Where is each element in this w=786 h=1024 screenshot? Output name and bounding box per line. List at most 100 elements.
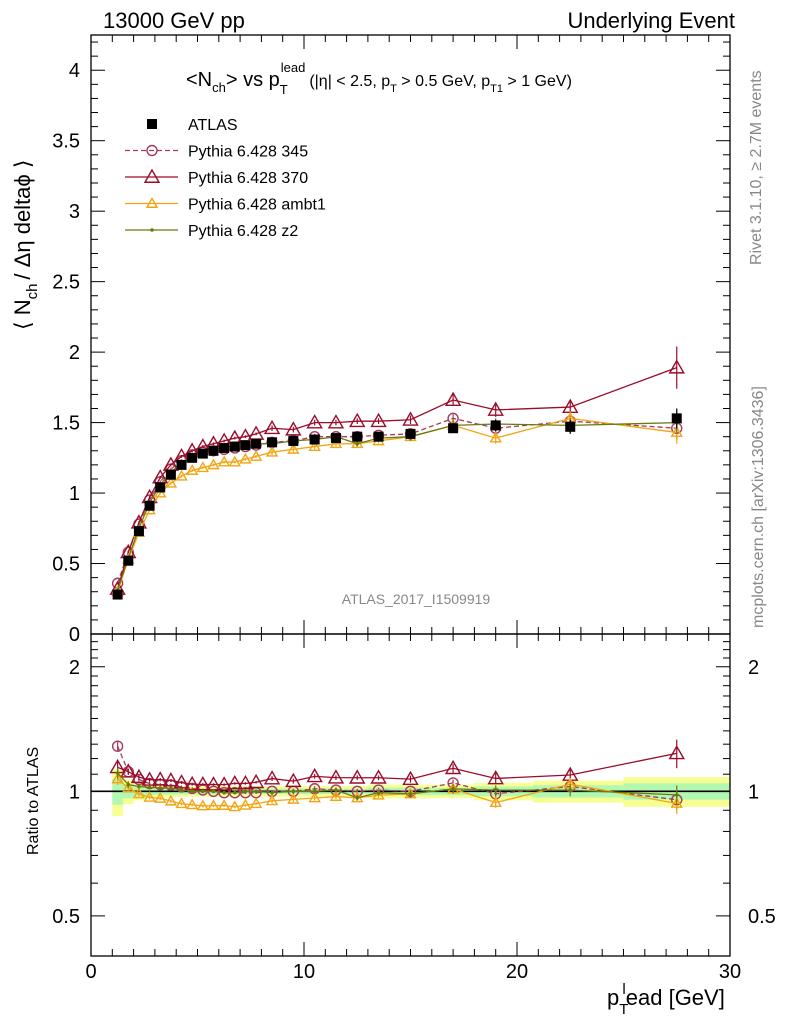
ratio-point [126, 782, 131, 787]
ratio-point [444, 759, 462, 775]
plot-title: <Nch> vs pTlead(|η| < 2.5, pT > 0.5 GeV,… [186, 60, 572, 97]
data-point [263, 419, 281, 435]
ratio-point [120, 763, 137, 778]
ratio-point [247, 773, 265, 789]
series-3 [111, 411, 683, 597]
ratio-point [327, 769, 345, 784]
ratio-point [349, 769, 366, 784]
ratio-point [201, 789, 205, 794]
ratio-point [130, 768, 148, 784]
legend-marker [145, 197, 159, 208]
ratio-point [215, 776, 233, 791]
series-line [117, 367, 677, 590]
ratio-point [158, 786, 163, 790]
mcplots-label: mcplots.cern.ch [arXiv:1306.3436] [750, 386, 767, 628]
data-point [175, 469, 188, 481]
ratio-point [376, 790, 381, 795]
axis-ticks [90, 35, 731, 956]
ratio-point [228, 800, 241, 812]
data-point [208, 445, 219, 456]
data-point [229, 441, 240, 452]
y-tick-label: 0.5 [52, 554, 80, 576]
data-point [402, 411, 419, 426]
series-2 [109, 346, 685, 595]
data-point [144, 500, 155, 511]
ratio-point [489, 796, 502, 808]
legend: ATLAS Pythia 6.428 345 Pythia 6.428 370 Pyt… [125, 117, 326, 240]
ratio-point [670, 797, 683, 808]
ratio-point [226, 774, 243, 790]
ratio-point [263, 770, 281, 785]
ratio-point [232, 790, 237, 795]
data-point [671, 413, 682, 424]
y-tick-label: 3 [69, 201, 80, 223]
data-point [187, 452, 198, 463]
ratio-point [408, 792, 413, 796]
ratio-point [141, 771, 158, 786]
main-series [109, 346, 685, 600]
data-point [217, 455, 231, 467]
data-point [112, 589, 123, 600]
data-point [176, 459, 187, 470]
data-point [349, 412, 366, 428]
ratio-point [668, 744, 685, 760]
ratio-point [222, 790, 226, 795]
data-point [370, 412, 387, 428]
data-point [490, 420, 501, 431]
data-point [489, 431, 502, 443]
data-point [487, 401, 504, 416]
header-right: Underlying Event [567, 8, 735, 33]
legend-label: Pythia 6.428 z2 [188, 223, 298, 240]
data-point [249, 450, 263, 461]
analysis-id: ATLAS_2017_I1509919 [342, 591, 491, 607]
ratio-y-tick-label-right: 0.5 [748, 906, 776, 928]
ratio-y-tick-label-right: 2 [748, 657, 759, 679]
ratio-point [132, 787, 146, 799]
data-point [355, 441, 360, 446]
data-point [154, 486, 167, 498]
ratio-series-4 [115, 767, 679, 805]
ratio-point [334, 788, 338, 792]
data-point [123, 555, 134, 566]
ratio-point [451, 787, 455, 791]
ratio-y-tick-label: 0.5 [52, 906, 80, 928]
data-point [197, 448, 208, 459]
data-point [285, 421, 302, 436]
series-1 [111, 412, 683, 589]
data-point [219, 442, 230, 453]
ratio-point [217, 799, 231, 810]
ratio-point [370, 769, 387, 784]
y-tick-label: 1 [69, 483, 80, 505]
legend-label: ATLAS [188, 117, 238, 134]
data-point [164, 476, 178, 488]
ratio-point [173, 774, 190, 789]
ratio-point [372, 788, 385, 800]
data-point [240, 440, 251, 451]
ratio-point [270, 790, 274, 795]
rivet-label: Rivet 3.1.10, ≥ 2.7M events [748, 70, 765, 265]
ratio-point [306, 767, 323, 783]
data-point [565, 421, 576, 432]
y-tick-label: 0 [69, 624, 80, 646]
data-point [228, 455, 241, 467]
tick-labels: 0 10 20 30 0 0.5 1 1.5 2 2.5 3 3.5 4 0.5 0.5 1 1 2 2 [52, 60, 776, 983]
ratio-y-tick-label: 1 [69, 781, 80, 803]
legend-label: Pythia 6.428 ambt1 [188, 197, 326, 214]
data-point [448, 423, 459, 434]
ratio-point [162, 772, 180, 787]
data-point [405, 428, 416, 439]
data-point [330, 433, 341, 444]
ratio-point [196, 799, 210, 811]
ratio-point [169, 786, 173, 790]
data-point [352, 431, 363, 442]
x-tick-label: 30 [719, 961, 741, 983]
data-point [251, 438, 262, 449]
ratio-point [111, 772, 124, 784]
data-point [207, 458, 220, 470]
ratio-point [291, 789, 296, 794]
data-point [444, 391, 462, 406]
data-point [287, 442, 300, 454]
x-axis-title: pTlead [GeV] [607, 981, 725, 1018]
y-tick-label: 2 [69, 342, 80, 364]
data-point [670, 426, 683, 437]
